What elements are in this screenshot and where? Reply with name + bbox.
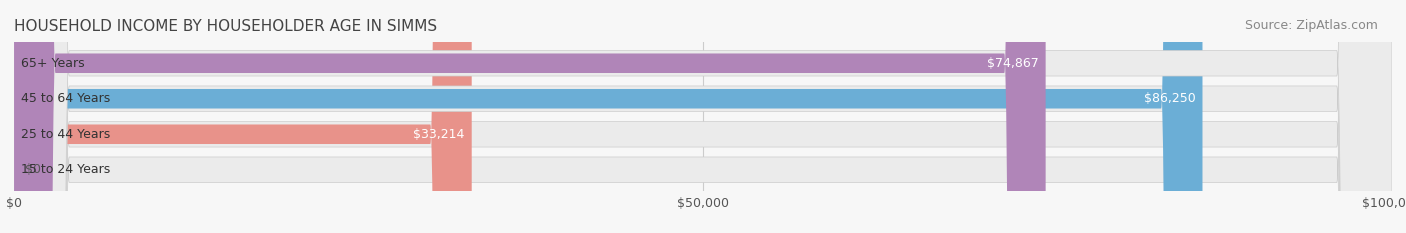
Text: $0: $0 <box>25 163 41 176</box>
Text: 25 to 44 Years: 25 to 44 Years <box>21 128 110 141</box>
FancyBboxPatch shape <box>14 0 1046 233</box>
FancyBboxPatch shape <box>14 0 1202 233</box>
Text: HOUSEHOLD INCOME BY HOUSEHOLDER AGE IN SIMMS: HOUSEHOLD INCOME BY HOUSEHOLDER AGE IN S… <box>14 19 437 34</box>
Text: $86,250: $86,250 <box>1144 92 1195 105</box>
FancyBboxPatch shape <box>14 0 1392 233</box>
Text: 15 to 24 Years: 15 to 24 Years <box>21 163 110 176</box>
Text: $33,214: $33,214 <box>413 128 465 141</box>
FancyBboxPatch shape <box>14 0 471 233</box>
Text: Source: ZipAtlas.com: Source: ZipAtlas.com <box>1244 19 1378 32</box>
Text: $74,867: $74,867 <box>987 57 1039 70</box>
FancyBboxPatch shape <box>14 0 1392 233</box>
Text: 65+ Years: 65+ Years <box>21 57 84 70</box>
FancyBboxPatch shape <box>14 0 1392 233</box>
Text: 45 to 64 Years: 45 to 64 Years <box>21 92 110 105</box>
FancyBboxPatch shape <box>14 0 1392 233</box>
